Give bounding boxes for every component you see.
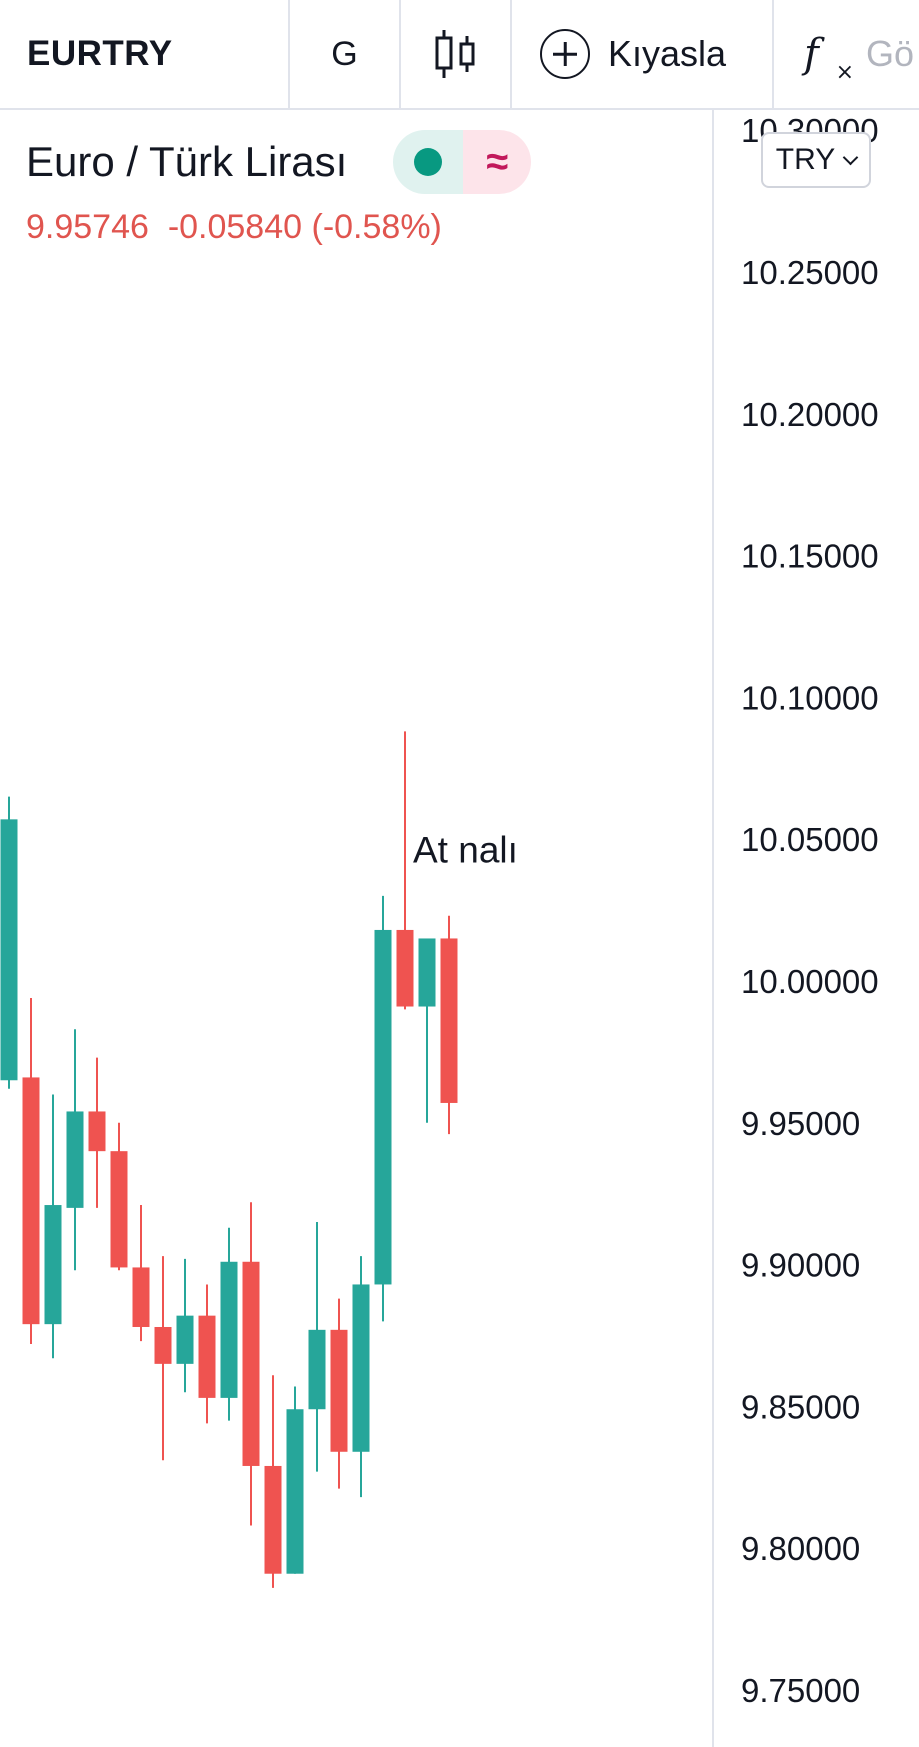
candle-body: [352, 1284, 370, 1452]
candle[interactable]: [198, 1284, 216, 1424]
chevron-down-icon: [842, 149, 859, 165]
symbol-search-button[interactable]: EURTRY: [0, 0, 290, 108]
candle-body: [418, 938, 436, 1007]
candle-body: [132, 1267, 150, 1327]
legend-values: 9.95746 -0.05840 (-0.58%): [26, 208, 531, 247]
candle[interactable]: [264, 1375, 282, 1588]
candle-body: [220, 1261, 238, 1398]
market-status-pill[interactable]: ≈: [393, 130, 532, 194]
candle[interactable]: [0, 796, 18, 1089]
interval-button[interactable]: G: [290, 0, 401, 108]
compare-button[interactable]: Kıyasla: [512, 0, 774, 108]
candle-body: [110, 1151, 128, 1268]
y-tick-label: 9.85000: [741, 1388, 860, 1425]
indicators-button[interactable]: f × Gö: [774, 0, 915, 108]
chart-area[interactable]: 10.30000 10.25000 10.20000 10.15000 10.10000…: [0, 110, 919, 1747]
y-tick-label: 10.05000: [741, 821, 879, 858]
legend-change-pct: (-0.58%): [311, 208, 442, 246]
candle-body: [374, 929, 392, 1285]
candle-body: [308, 1329, 326, 1410]
candle-body: [66, 1111, 84, 1208]
candle[interactable]: [88, 1057, 106, 1208]
market-status-dot-icon: [393, 130, 464, 194]
indicators-label: Gö: [866, 33, 915, 74]
candle-body: [242, 1261, 260, 1466]
interval-label: G: [331, 34, 358, 73]
candle[interactable]: [176, 1258, 194, 1393]
candle[interactable]: [418, 938, 436, 1123]
candle[interactable]: [374, 895, 392, 1322]
y-tick-label: 10.10000: [741, 679, 879, 716]
y-tick-label: 10.20000: [741, 396, 879, 433]
legend-last: 9.95746: [26, 208, 149, 246]
candle[interactable]: [440, 915, 458, 1135]
candle-body: [440, 938, 458, 1103]
candle[interactable]: [154, 1256, 172, 1461]
pattern-annotation: At nalı: [413, 830, 518, 871]
candle[interactable]: [44, 1094, 62, 1359]
plus-circle-icon: [540, 29, 590, 79]
candle[interactable]: [286, 1386, 304, 1574]
candle-body: [0, 819, 18, 1081]
candle[interactable]: [110, 1122, 128, 1271]
legend-title: Euro / Türk Lirası: [26, 138, 348, 185]
compare-label: Kıyasla: [608, 33, 727, 74]
candle-body: [176, 1315, 194, 1364]
candle-body: [330, 1329, 348, 1452]
chart-type-button[interactable]: [401, 0, 512, 108]
y-tick-label: 9.80000: [741, 1530, 860, 1567]
candle-body: [22, 1077, 40, 1325]
candle-body: [264, 1465, 282, 1574]
candlestick-chart[interactable]: 10.3000010.2500010.2000010.1500010.10000…: [0, 110, 919, 1747]
currency-selector[interactable]: TRY: [761, 132, 871, 188]
candle-body: [88, 1111, 106, 1152]
top-toolbar: EURTRY G Kıyasla f × Gö: [0, 0, 919, 110]
candle[interactable]: [242, 1202, 260, 1526]
candle[interactable]: [330, 1298, 348, 1489]
candle[interactable]: [220, 1227, 238, 1421]
y-tick-label: 9.90000: [741, 1247, 860, 1284]
approx-wave-icon: ≈: [463, 130, 532, 194]
function-fx-icon: f ×: [804, 31, 854, 85]
y-tick-label: 10.15000: [741, 538, 879, 575]
candle-body: [154, 1326, 172, 1364]
legend-change: -0.05840: [167, 208, 303, 246]
candle[interactable]: [22, 998, 40, 1345]
symbol-label: EURTRY: [27, 34, 173, 73]
candle[interactable]: [308, 1222, 326, 1472]
candle[interactable]: [132, 1205, 150, 1342]
candle-body: [396, 929, 414, 1007]
y-tick-label: 10.25000: [741, 254, 879, 291]
candle-body: [44, 1205, 62, 1325]
y-tick-label: 10.00000: [741, 963, 879, 1000]
candle[interactable]: [396, 731, 414, 1010]
candle-body: [198, 1315, 216, 1398]
candle[interactable]: [352, 1256, 370, 1498]
candles-icon: [435, 30, 474, 78]
chart-legend: Euro / Türk Lirası ≈ 9.95746 -0.05840 (-…: [26, 130, 532, 247]
y-tick-label: 9.75000: [741, 1672, 860, 1709]
currency-label: TRY: [775, 143, 836, 176]
candle[interactable]: [66, 1029, 84, 1271]
candle-body: [286, 1409, 304, 1574]
y-tick-label: 9.95000: [741, 1105, 860, 1142]
